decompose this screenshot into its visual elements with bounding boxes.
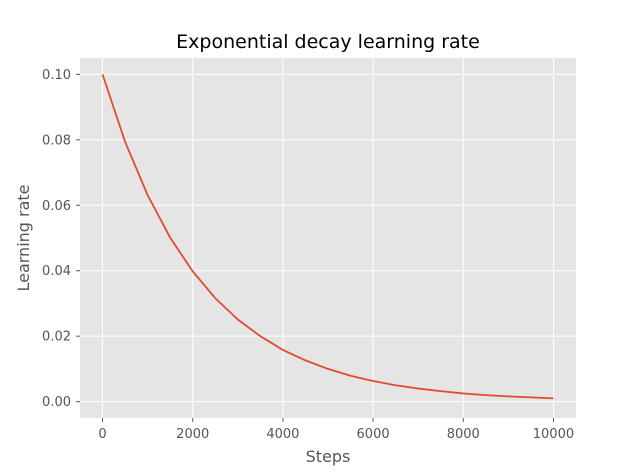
y-tick-label: 0.00 <box>42 395 71 410</box>
y-tick-label: 0.02 <box>42 330 71 345</box>
axis-ticks: 0 2000 4000 6000 8000 10000 0.00 0.02 0.04 0.06 0.… <box>42 68 574 442</box>
x-tick-label: 10000 <box>533 427 574 442</box>
chart-title: Exponential decay learning rate <box>176 31 480 53</box>
series-line <box>101 74 554 400</box>
x-tick-label: 4000 <box>266 427 299 442</box>
y-tick-label: 0.10 <box>42 68 71 83</box>
y-tick-label: 0.08 <box>42 133 71 148</box>
series-layer <box>101 74 554 400</box>
x-tick-label: 2000 <box>176 427 209 442</box>
x-tick-label: 8000 <box>447 427 480 442</box>
x-tick-label: 6000 <box>357 427 390 442</box>
plot-area <box>80 58 576 418</box>
y-axis-label: Learning rate <box>14 184 33 291</box>
grid-lines <box>80 58 576 418</box>
y-tick-label: 0.04 <box>42 264 71 279</box>
x-axis-label: Steps <box>306 447 351 466</box>
x-tick-label: 0 <box>98 427 106 442</box>
y-tick-label: 0.06 <box>42 199 71 214</box>
